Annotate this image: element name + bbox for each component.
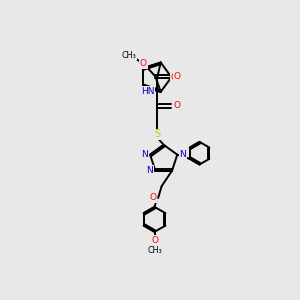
Text: N: N <box>179 150 186 159</box>
Text: O: O <box>140 59 147 68</box>
Text: O: O <box>170 73 177 82</box>
Text: CH₃: CH₃ <box>122 50 136 59</box>
Text: S: S <box>155 129 161 140</box>
Text: N: N <box>147 166 153 175</box>
Text: O: O <box>151 236 158 245</box>
Text: HN: HN <box>141 86 154 95</box>
Text: O: O <box>174 101 181 110</box>
Text: O: O <box>173 72 180 81</box>
Text: N: N <box>141 150 148 159</box>
Text: CH₃: CH₃ <box>147 246 162 255</box>
Text: O: O <box>149 194 156 202</box>
